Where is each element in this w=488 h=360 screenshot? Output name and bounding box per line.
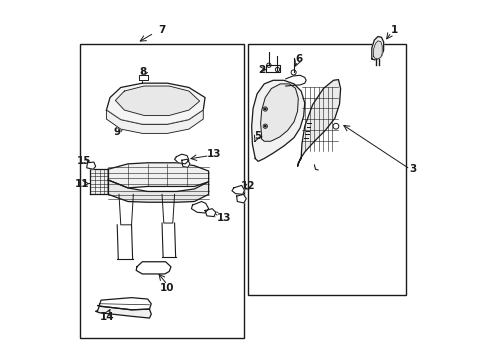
Polygon shape — [373, 41, 382, 59]
Polygon shape — [97, 298, 151, 310]
Text: 3: 3 — [408, 164, 416, 174]
Polygon shape — [136, 262, 171, 274]
Text: 4: 4 — [261, 109, 268, 119]
Polygon shape — [106, 110, 203, 134]
Text: 5: 5 — [253, 131, 261, 141]
Polygon shape — [89, 169, 108, 194]
Polygon shape — [204, 209, 215, 217]
Polygon shape — [115, 86, 199, 116]
Polygon shape — [139, 75, 147, 80]
Text: 7: 7 — [158, 25, 165, 35]
Polygon shape — [231, 185, 244, 194]
Text: 13: 13 — [216, 213, 230, 222]
Text: 9: 9 — [113, 127, 121, 136]
Text: 12: 12 — [241, 181, 255, 192]
Circle shape — [264, 126, 265, 127]
Text: 6: 6 — [295, 54, 302, 64]
Text: 13: 13 — [206, 149, 221, 159]
Polygon shape — [96, 306, 151, 318]
Bar — [80, 44, 244, 338]
Polygon shape — [297, 80, 340, 166]
Polygon shape — [108, 163, 208, 188]
Polygon shape — [371, 37, 383, 60]
Text: 11: 11 — [75, 179, 89, 189]
Text: 8: 8 — [140, 67, 147, 77]
Text: 2: 2 — [258, 64, 265, 75]
Polygon shape — [191, 202, 208, 213]
Polygon shape — [108, 180, 208, 202]
Text: 10: 10 — [160, 283, 174, 293]
Polygon shape — [106, 83, 204, 125]
Bar — [247, 44, 405, 295]
Polygon shape — [86, 162, 96, 169]
Polygon shape — [182, 159, 190, 167]
Polygon shape — [260, 84, 298, 141]
Polygon shape — [174, 154, 188, 164]
Text: 15: 15 — [77, 156, 91, 166]
Polygon shape — [236, 194, 246, 203]
Circle shape — [264, 108, 265, 110]
Text: 14: 14 — [100, 312, 115, 322]
Text: 1: 1 — [390, 25, 397, 35]
Polygon shape — [251, 80, 304, 161]
